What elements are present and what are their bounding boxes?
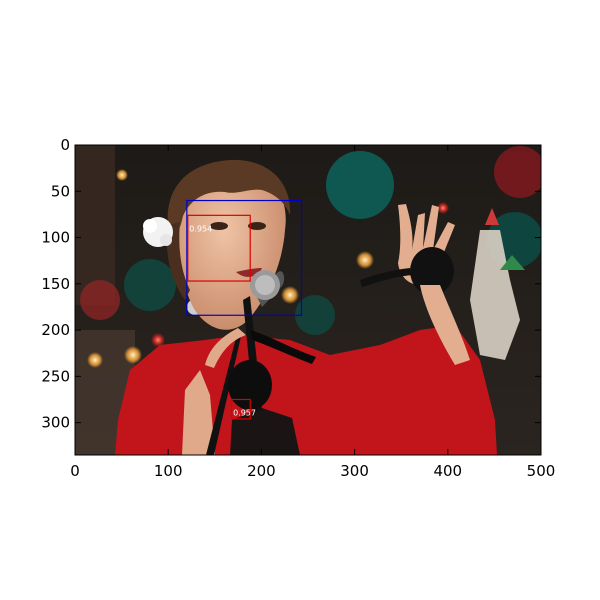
y-tick-label: 0 [60,136,70,154]
y-tick-label: 100 [41,229,70,247]
detection-boxes: 0.954 0.957 [186,199,303,420]
x-tick-label: 400 [433,462,462,480]
x-tick-label: 0 [70,462,80,480]
detection-box [230,398,251,420]
x-tick-label: 200 [247,462,276,480]
detection-score-label: 0.954 [189,224,212,233]
x-tick-label: 500 [527,462,556,480]
x-tick-label: 100 [154,462,183,480]
photo-image [75,145,541,455]
y-tick-label: 50 [51,182,70,200]
detection-box [186,199,303,316]
y-tick-label: 300 [41,414,70,432]
x-axis: 0 100 200 300 400 500 [70,145,555,480]
y-tick-label: 200 [41,321,70,339]
y-axis: 0 50 100 150 200 250 300 [41,136,541,432]
y-tick-label: 250 [41,367,70,385]
y-tick-label: 150 [41,275,70,293]
detection-box [187,214,251,282]
axes-frame [74,144,542,456]
x-tick-label: 300 [340,462,369,480]
detection-score-label: 0.957 [233,408,256,417]
